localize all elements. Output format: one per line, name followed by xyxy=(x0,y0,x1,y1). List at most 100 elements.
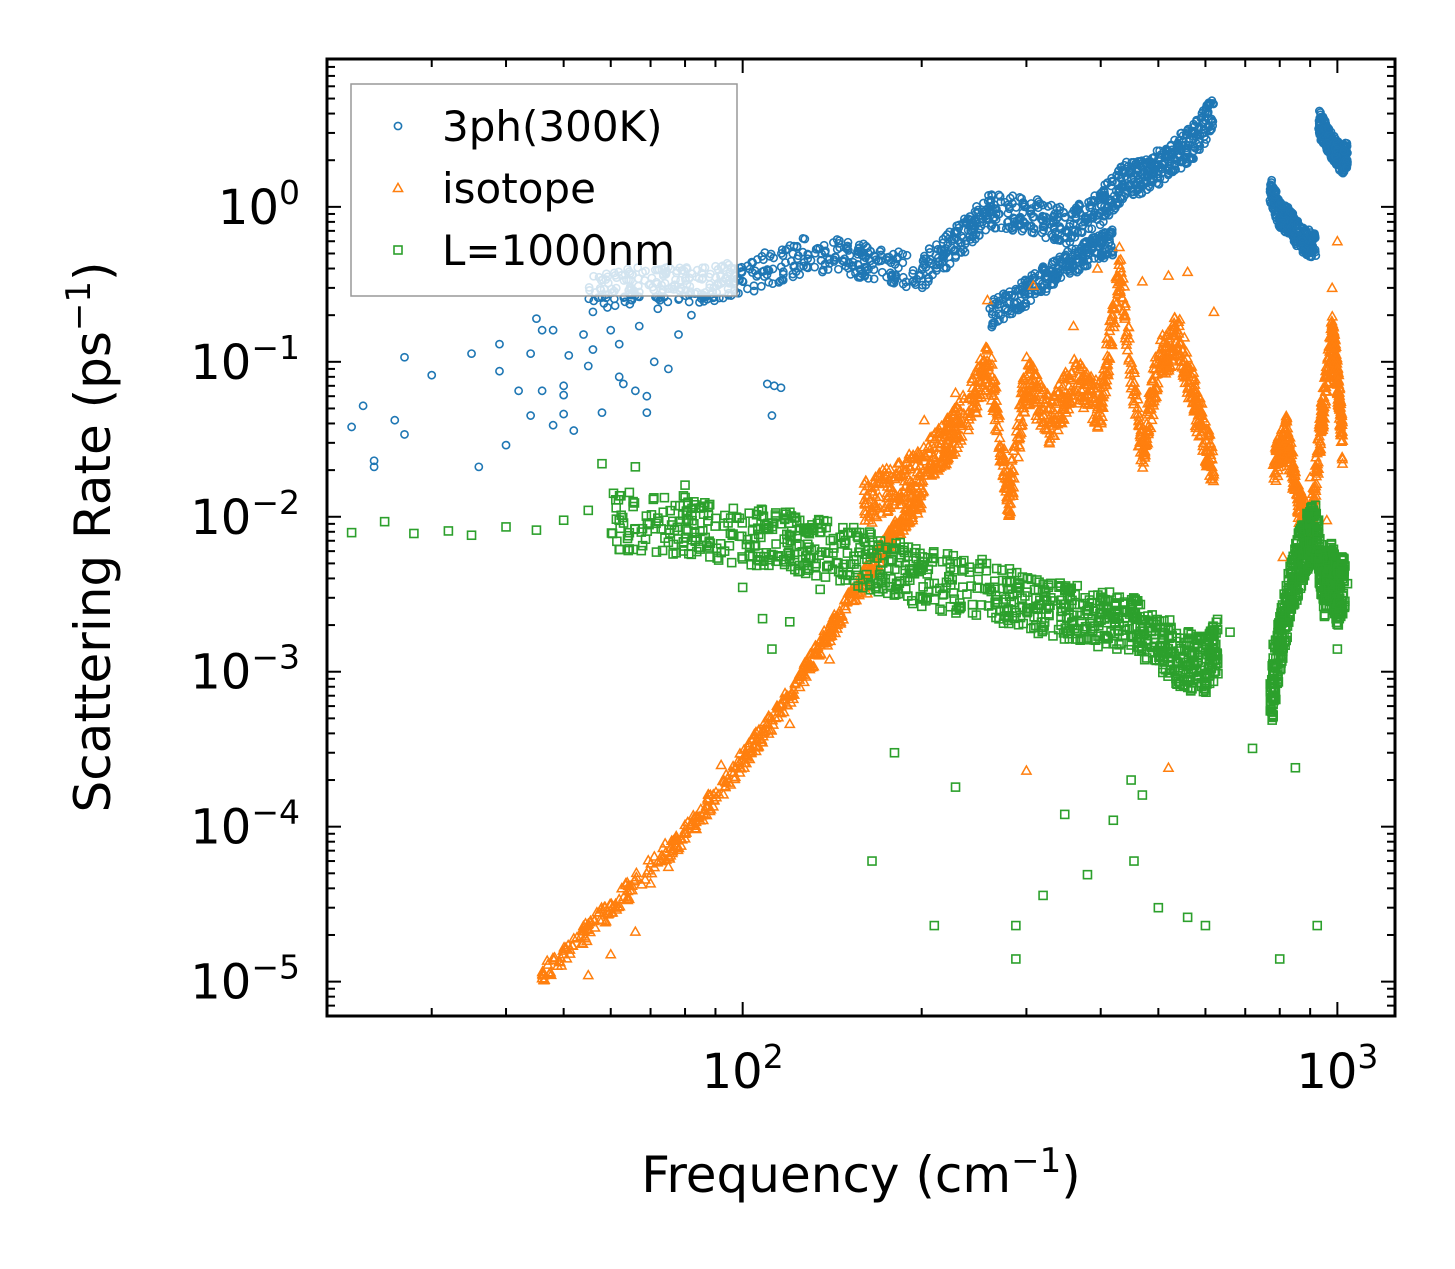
3ph-band-point xyxy=(877,267,887,277)
3ph-band-point xyxy=(1177,141,1187,151)
3ph-band-point xyxy=(1155,173,1165,183)
isotope-band-point xyxy=(981,342,994,354)
3ph-band-point xyxy=(738,277,748,287)
isotope-band-point xyxy=(903,448,916,459)
3ph-band-point xyxy=(972,202,981,211)
3ph-point xyxy=(653,304,663,314)
isotope-band-point xyxy=(972,391,984,403)
3ph-band-point xyxy=(916,271,925,280)
isotope-band-point xyxy=(941,429,954,440)
isotope-band-point xyxy=(942,451,955,463)
3ph-band-point xyxy=(898,272,908,282)
isotope-band-point xyxy=(738,743,750,754)
3ph-band-point xyxy=(603,303,612,312)
3ph-band-point xyxy=(778,267,788,277)
3ph-band-point xyxy=(1099,236,1108,246)
isotope-band-point xyxy=(875,507,887,518)
isotope-band-point xyxy=(981,368,994,380)
isotope-point xyxy=(783,717,796,729)
isotope-band-point xyxy=(1014,428,1026,439)
isotope-band-point xyxy=(1107,298,1119,309)
isotope-point xyxy=(918,414,931,425)
isotope-point xyxy=(1277,550,1289,562)
3ph-band-point xyxy=(1042,217,1051,227)
isotope-band-point xyxy=(932,461,945,473)
isotope-band-point xyxy=(1026,374,1039,385)
3ph-band-point xyxy=(1017,194,1026,203)
3ph-band-point xyxy=(986,206,996,216)
3ph-point xyxy=(569,426,579,435)
isotope-band-point xyxy=(1043,437,1056,448)
isotope-band-point xyxy=(932,438,945,449)
isotope-band-point xyxy=(877,477,890,488)
isotope-band-point xyxy=(761,717,774,728)
isotope-band-point xyxy=(1070,386,1083,397)
isotope-band-point xyxy=(991,424,1003,436)
3ph-band-point xyxy=(986,195,996,205)
3ph-band-point xyxy=(1104,210,1114,220)
isotope-band-point xyxy=(923,462,936,473)
3ph-band-point xyxy=(1084,224,1094,234)
3ph-band-point xyxy=(966,226,976,236)
isotope-band-point xyxy=(1095,417,1108,428)
3ph-band-point xyxy=(990,223,1000,233)
3ph-band-point xyxy=(1027,204,1037,213)
3ph-band-point xyxy=(817,249,827,259)
isotope-band-point xyxy=(1063,395,1076,406)
3ph-band-point xyxy=(862,262,872,272)
3ph-band-point xyxy=(625,299,635,309)
3ph-band-point xyxy=(1072,267,1082,277)
3ph-point xyxy=(588,307,598,317)
3ph-point xyxy=(597,408,607,418)
isotope-band-point xyxy=(846,582,859,593)
3ph-band-point xyxy=(941,248,951,258)
3ph-band-point xyxy=(833,264,843,274)
isotope-band-point xyxy=(669,832,682,844)
3ph-point xyxy=(579,330,588,339)
isotope-band-point xyxy=(1091,408,1104,419)
3ph-point xyxy=(674,330,683,339)
isotope-band-point xyxy=(605,906,618,917)
3ph-band-point xyxy=(1055,257,1065,267)
isotope-band-point xyxy=(1113,254,1125,265)
3ph-band-point xyxy=(869,274,879,284)
3ph-band-point xyxy=(1207,118,1217,127)
isotope-band-point xyxy=(694,802,707,814)
isotope-band-point xyxy=(986,358,998,369)
isotope-band-point xyxy=(821,635,834,647)
isotope-band-point xyxy=(957,389,969,400)
3ph-band-point xyxy=(908,265,918,275)
isotope-band-point xyxy=(823,630,836,641)
3ph-band-point xyxy=(610,301,620,311)
3ph-band-point xyxy=(1088,242,1098,252)
isotope-band-point xyxy=(893,527,905,538)
3ph-point xyxy=(526,349,536,358)
isotope-band-point xyxy=(970,381,983,392)
boundary-band-point xyxy=(659,492,670,503)
isotope-band-point xyxy=(589,921,601,932)
isotope-band-point xyxy=(1030,390,1043,401)
isotope-band-point xyxy=(883,490,896,501)
3ph-point xyxy=(495,339,504,349)
isotope-band-point xyxy=(1085,383,1098,395)
3ph-band-point xyxy=(990,204,1000,214)
isotope-band-point xyxy=(747,732,760,743)
isotope-band-point xyxy=(651,856,664,867)
3ph-band-point xyxy=(766,249,776,259)
isotope-band-point xyxy=(686,818,699,829)
3ph-band-point xyxy=(1018,199,1027,208)
3ph-band-point xyxy=(1340,165,1350,174)
isotope-band-point xyxy=(977,354,990,365)
isotope-band-point xyxy=(621,892,634,903)
3ph-band-point xyxy=(1012,297,1022,307)
isotope-band-point xyxy=(762,709,775,721)
isotope-band-point xyxy=(793,670,806,681)
3ph-point xyxy=(559,390,569,400)
3ph-band-point xyxy=(1055,223,1065,233)
isotope-band-point xyxy=(1098,374,1111,386)
isotope-band-point xyxy=(889,515,902,526)
isotope-band-point xyxy=(888,472,901,484)
3ph-point xyxy=(618,379,628,389)
isotope-band-point xyxy=(965,375,978,386)
3ph-band-point xyxy=(1155,146,1165,156)
